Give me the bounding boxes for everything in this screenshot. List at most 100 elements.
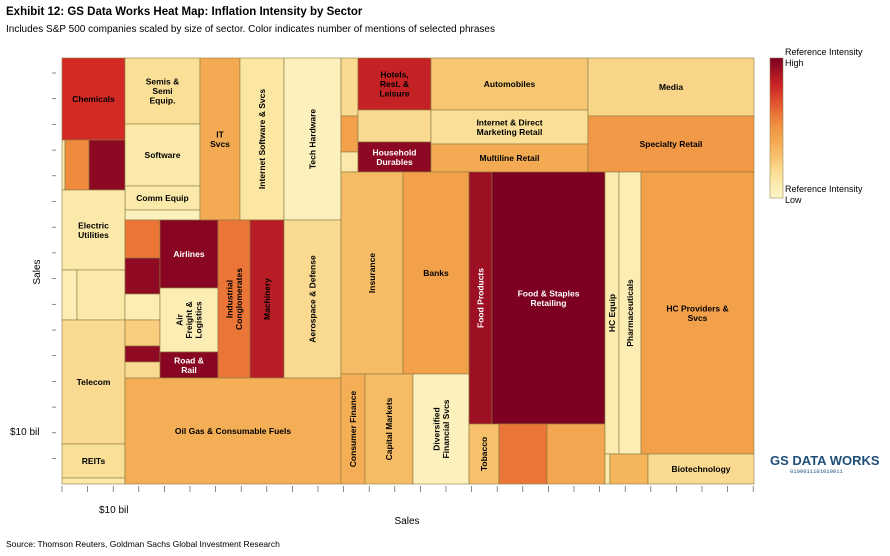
x-axis-title: Sales [394,516,419,527]
label-machinery: Machinery [262,278,272,320]
cell-hotels-rest-and-leisure [357,57,432,111]
cell-electric-utilities [61,189,126,271]
label-semis-and-semi-equip: Semis & Semi Equip. [146,77,180,106]
label-internet-and-direct-marketing-retail: Internet & Direct Marketing Retail [476,117,542,137]
cell-road-and-rail [159,351,219,379]
cell-unlabeled-34 [357,109,432,143]
cell-unlabeled-3 [88,139,126,191]
label-oil-gas-and-consumable-fuels: Oil Gas & Consumable Fuels [175,426,291,436]
label-pharmaceuticals: Pharmaceuticals [625,279,635,347]
label-automobiles: Automobiles [484,79,536,89]
label-hotels-rest-and-leisure: Hotels, Rest. & Leisure [379,70,410,99]
axes: $10 bil $10 bil Sales Sales [10,72,754,527]
label-consumer-finance: Consumer Finance [348,390,358,467]
cell-consumer-finance [340,373,366,485]
label-hc-providers-and-svcs: HC Providers & Svcs [666,303,728,323]
cell-aerospace-and-defense [283,219,342,379]
label-reits: REITs [82,456,106,466]
label-airlines: Airlines [173,249,204,259]
source-note: Source: Thomson Reuters, Goldman Sachs G… [6,539,280,549]
label-chemicals: Chemicals [72,94,115,104]
cell-industrial-conglomerates [217,219,251,379]
label-road-and-rail: Road & Rail [174,355,204,375]
label-software: Software [145,150,181,160]
cell-reits [61,443,126,479]
label-hc-equip: HC Equip [607,294,617,332]
cell-unlabeled-13 [76,269,126,321]
heatmap-labels: Chemicals Semis & Semi Equip. Software Comm E… [72,70,731,475]
label-biotechnology: Biotechnology [671,464,730,474]
label-telecom: Telecom [77,377,111,387]
cell-telecom [61,319,126,445]
cell-diversified-financial-svcs [412,373,470,485]
cell-media [587,57,755,117]
cell-unlabeled-1 [61,139,66,191]
label-industrial-conglomerates: IndustrialConglomerates [224,268,244,330]
cell-unlabeled-21 [124,345,161,363]
cell-internet-software-and-svcs [239,57,285,221]
cell-unlabeled-50 [546,423,606,485]
cell-unlabeled-54 [604,453,611,485]
cell-software [124,123,201,187]
chart-subtitle: Includes S&P 500 companies scaled by siz… [6,24,495,35]
chart-title: Exhibit 12: GS Data Works Heat Map: Infl… [6,6,363,18]
cell-unlabeled-17 [124,219,161,259]
label-insurance: Insurance [367,253,377,293]
cell-unlabeled-22 [124,361,161,379]
label-aerospace-and-defense: Aerospace & Defense [308,255,318,343]
label-media: Media [659,82,683,92]
cell-unlabeled-2 [64,139,90,191]
cell-oil-gas-and-consumable-fuels [124,377,342,485]
cell-unlabeled-18 [124,257,161,295]
cell-unlabeled-12 [61,269,78,321]
label-capital-markets: Capital Markets [384,397,394,460]
cell-unlabeled-30 [340,57,359,117]
cell-unlabeled-20 [124,319,161,347]
label-electric-utilities: Electric Utilities [78,220,109,240]
label-multiline-retail: Multiline Retail [480,153,540,163]
label-food-products: Food Products [476,268,486,328]
cell-unlabeled-31 [340,115,359,153]
cell-banks [402,171,470,375]
cell-tech-hardware [283,57,342,221]
cell-insurance [340,171,404,375]
cell-unlabeled-49 [498,423,548,485]
cell-specialty-retail [587,115,755,173]
cell-capital-markets [364,373,414,485]
label-internet-software-and-svcs: Internet Software & Svcs [257,89,267,189]
label-it-svcs: IT Svcs [210,129,230,149]
cell-biotechnology [647,453,755,485]
cell-airlines [159,219,219,289]
label-food-and-staples-retailing: Food & Staples Retailing [518,288,580,308]
label-tech-hardware: Tech Hardware [308,109,318,170]
label-comm-equip: Comm Equip [136,193,188,203]
cell-multiline-retail [430,143,589,173]
cell-chemicals [61,57,126,141]
legend-title-top: Reference Intensity [785,47,863,57]
label-tobacco: Tobacco [479,437,489,471]
x-scale-label: $10 bil [99,505,128,516]
legend-color-bar [769,57,784,199]
cell-unlabeled-16 [61,477,126,485]
label-air-freight-and-logistics: AirFreight &Logistics [175,301,204,339]
cell-unlabeled-32 [340,151,359,173]
y-axis-title: Sales [32,259,43,284]
label-household-durables: Household Durables [373,147,417,167]
cell-air-freight-and-logistics [159,287,219,353]
logo-main-text: GS DATA WORKS [770,453,880,468]
cell-semis-and-semi-equip [124,57,201,125]
legend-high-label: High [785,58,804,68]
y-scale-label: $10 bil [10,427,39,438]
cell-internet-and-direct-marketing-retail [430,109,589,145]
logo-binary-text: 0100011101010011 [790,468,844,475]
cell-unlabeled-19 [124,293,161,321]
label-banks: Banks [423,268,449,278]
label-specialty-retail: Specialty Retail [640,139,703,149]
heatmap-cells [61,57,755,485]
cell-food-and-staples-retailing [491,171,606,425]
cell-unlabeled-55 [609,453,649,485]
cell-unlabeled-7 [124,209,201,221]
